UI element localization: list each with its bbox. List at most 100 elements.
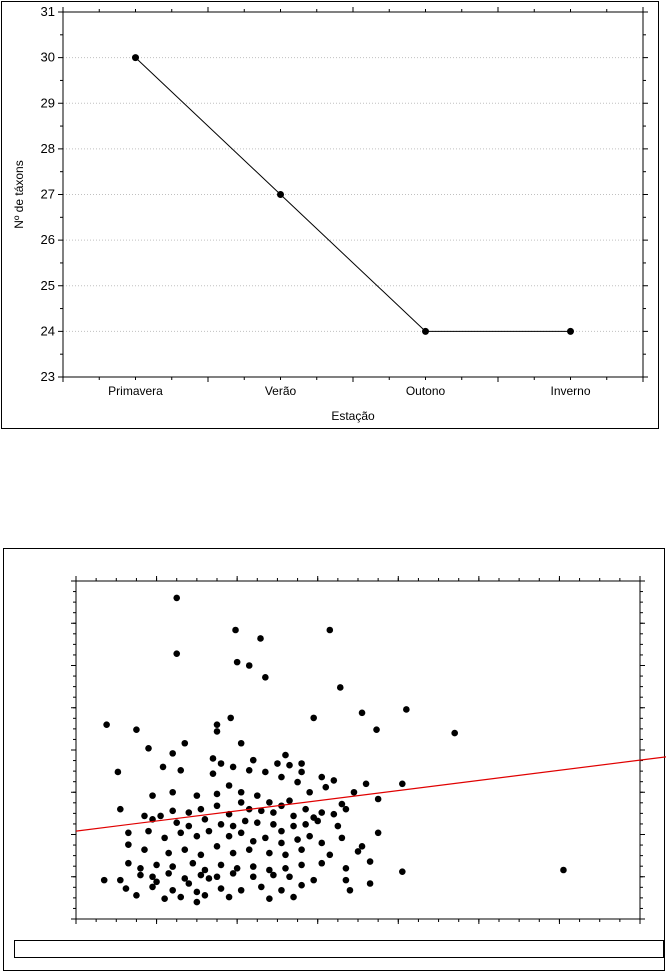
data-point [567,327,574,335]
scatter-point [137,871,144,879]
x-tick-label: Inverno [550,384,590,398]
scatter-point [262,768,269,776]
scatter-point [193,792,201,799]
scatter-point [233,658,241,666]
scatter-point [318,859,326,867]
scatter-point [217,861,225,869]
scatter-point [229,849,237,857]
scatter-point [318,773,326,781]
scatter-point [249,837,257,845]
scatter-point [282,851,289,859]
data-point [132,54,139,62]
y-tick-label: 29 [41,95,55,110]
scatter-point [217,885,225,892]
scatter-chart-panel [3,548,666,971]
scatter-point [342,805,350,813]
scatter-point [258,883,265,891]
scatter-point [302,821,309,828]
scatter-point [249,873,257,881]
scatter-point [165,849,172,857]
scatter-point [286,797,293,804]
scatter-point [185,822,193,830]
scatter-point [232,626,239,634]
scatter-point [141,812,148,820]
scatter-point [278,773,285,781]
scatter-point [201,892,209,899]
scatter-point [229,822,237,830]
y-axis-label: Nº de táxons [12,160,26,228]
scatter-point [149,792,156,799]
scatter-point [362,780,370,788]
scatter-point [209,755,217,762]
scatter-point [403,706,410,713]
scatter-point [225,782,233,789]
scatter-point [318,839,326,847]
scatter-point [314,817,322,825]
scatter-point [336,684,344,691]
scatter-point [169,788,176,796]
scatter-point [237,788,245,796]
scatter-point [253,819,261,826]
scatter-point [201,815,209,823]
scatter-point [233,865,241,872]
scatter-point [560,866,567,874]
scatter-point [282,865,289,872]
scatter-point [125,841,132,848]
scatter-point [114,768,122,776]
scatter-point [290,812,297,820]
scatter-point [185,880,193,887]
scatter-point [213,721,221,728]
scatter-point [165,870,172,877]
scatter-point [189,859,197,867]
scatter-point [338,800,346,808]
scatter-point [286,761,293,769]
scatter-point [177,893,185,901]
scatter-point [249,863,257,870]
scatter-point [161,834,168,842]
scatter-point [197,851,205,859]
scatter-point [181,875,189,882]
scatter-point [249,756,257,764]
scatter-point [205,875,213,882]
scatter-point [181,739,189,747]
scatter-point [241,817,249,825]
scatter-point [350,788,358,796]
scatter-point [330,810,338,818]
x-axis-label: Estação [331,409,375,423]
y-tick-label: 28 [41,141,55,156]
scatter-point [217,821,225,828]
scatter-point [294,778,301,786]
scatter-point [169,863,176,870]
scatter-point [245,662,253,669]
scatter-point [227,714,234,722]
scatter-point [117,805,124,813]
scatter-point [358,709,366,717]
scatter-point [213,802,221,810]
plot-area [75,580,641,920]
scatter-point [338,834,346,842]
scatter-point [270,871,277,879]
scatter-point [217,760,225,767]
scatter-point [193,898,201,906]
scatter-point [278,827,285,835]
scatter-point [237,799,245,806]
scatter-point [294,836,301,843]
y-tick-label: 30 [41,50,55,65]
line-chart: 23 24 25 26 27 28 29 30 31 Primavera Verão Outono In… [12,4,648,423]
scatter-point [205,827,213,835]
scatter-point [298,881,305,889]
trend-line [75,756,666,832]
scatter-point [169,807,176,815]
scatter-point [245,846,253,854]
scatter-point [145,745,152,752]
scatter-point [193,832,201,840]
scatter-point [169,750,176,757]
caption-box [14,940,664,958]
scatter-point [125,859,132,867]
scatter-point [322,783,330,791]
scatter-point [399,780,406,788]
scatter-point [278,839,285,847]
scatter-point [302,805,309,813]
scatter-point [185,809,193,816]
scatter-point [177,829,185,837]
